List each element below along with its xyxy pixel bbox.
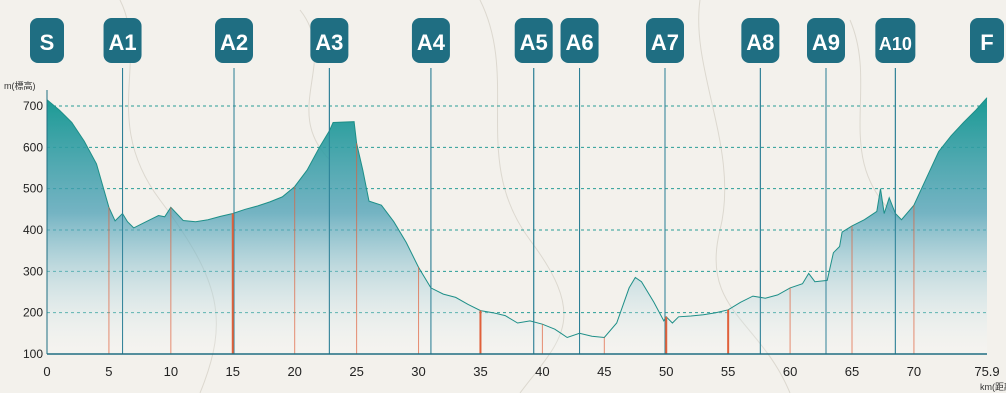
x-tick-label: 0 [43, 364, 50, 379]
checkpoint-badge [875, 18, 916, 63]
checkpoint-badge [741, 18, 780, 63]
checkpoint-badge [560, 18, 599, 63]
checkpoint-marker: A10 [875, 18, 916, 63]
checkpoint-badge [970, 18, 1004, 63]
checkpoint-badge [645, 18, 684, 63]
elevation-area [46, 68, 988, 354]
x-tick-label: 30 [411, 364, 425, 379]
checkpoint-marker: F [970, 18, 1004, 63]
checkpoint-badge [103, 18, 142, 63]
checkpoint-badge [411, 18, 450, 63]
x-tick-label: 45 [597, 364, 611, 379]
checkpoint-badge [806, 18, 845, 63]
x-tick-label: 15 [226, 364, 240, 379]
checkpoint-markers: S A1 A2 A3 A4 A5 A6 A7 A8 A9 A10 F [30, 18, 1004, 63]
y-axis: 100 200 300 400 500 600 700 [23, 90, 48, 361]
x-tick-label: 65 [845, 364, 859, 379]
checkpoint-label: A1 [108, 30, 136, 55]
checkpoint-label: S [40, 30, 55, 55]
x-tick-label: 5 [105, 364, 112, 379]
elevation-fill [47, 97, 987, 354]
y-tick-label: 500 [23, 182, 43, 196]
checkpoint-marker: A2 [215, 18, 254, 63]
y-tick-label: 700 [23, 99, 43, 113]
x-tick-label: 10 [164, 364, 178, 379]
checkpoint-marker: A6 [560, 18, 599, 63]
checkpoint-label: F [980, 30, 993, 55]
x-tick-label: 60 [783, 364, 797, 379]
checkpoint-marker: A5 [514, 18, 553, 63]
checkpoint-badge [30, 18, 64, 63]
x-tick-label: 75.9 [974, 364, 999, 379]
x-axis: 0 5 10 15 20 25 30 35 40 45 50 55 60 65 70 75.9 [43, 353, 1000, 379]
checkpoint-label: A9 [812, 30, 840, 55]
checkpoint-marker: A9 [806, 18, 845, 63]
checkpoint-marker: A4 [411, 18, 450, 63]
checkpoint-marker: A1 [103, 18, 142, 63]
checkpoint-label: A4 [417, 30, 446, 55]
y-axis-label: m(標高) [4, 80, 36, 91]
x-axis-label: km(距離) [980, 381, 1006, 392]
checkpoint-label: A8 [746, 30, 774, 55]
checkpoint-badge [514, 18, 553, 63]
checkpoint-label: A2 [220, 30, 248, 55]
km-red-lines [108, 143, 915, 354]
checkpoint-label: A10 [879, 34, 912, 54]
checkpoint-badge [310, 18, 349, 63]
y-tick-label: 100 [23, 347, 43, 361]
x-tick-label: 50 [659, 364, 673, 379]
checkpoint-marker: S [30, 18, 64, 63]
x-tick-label: 25 [349, 364, 363, 379]
elevation-line [46, 97, 988, 339]
checkpoint-label: A7 [651, 30, 679, 55]
x-tick-label: 35 [473, 364, 487, 379]
checkpoint-marker: A8 [741, 18, 780, 63]
checkpoint-label: A3 [315, 30, 343, 55]
y-tick-label: 300 [23, 264, 43, 278]
y-tick-label: 600 [23, 140, 43, 154]
x-tick-label: 40 [535, 364, 549, 379]
checkpoint-badge [215, 18, 254, 63]
checkpoint-marker: A3 [310, 18, 349, 63]
y-tick-label: 200 [23, 306, 43, 320]
checkpoint-marker: A7 [645, 18, 684, 63]
x-tick-label: 20 [287, 364, 301, 379]
y-tick-label: 400 [23, 223, 43, 237]
checkpoint-label: A5 [520, 30, 548, 55]
checkpoint-label: A6 [565, 30, 593, 55]
x-tick-label: 55 [721, 364, 735, 379]
x-tick-label: 70 [907, 364, 921, 379]
